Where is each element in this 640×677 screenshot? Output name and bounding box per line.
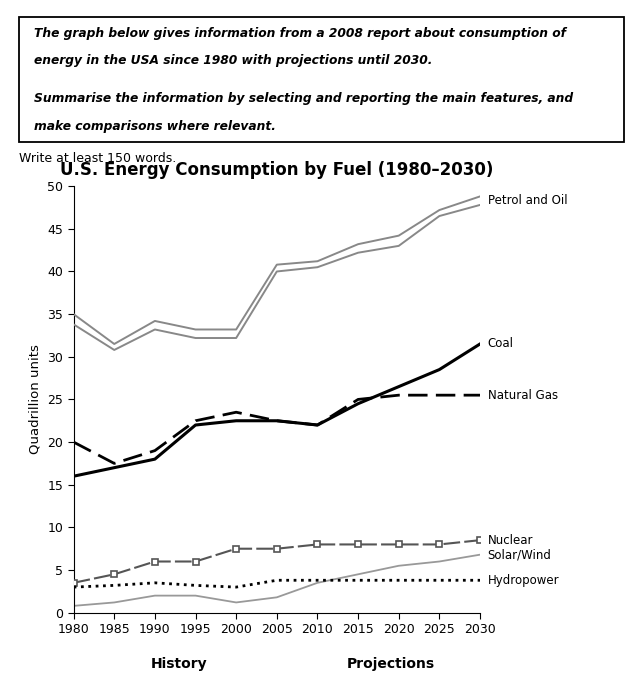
Text: Petrol and Oil: Petrol and Oil [488, 194, 567, 207]
Text: Nuclear: Nuclear [488, 533, 533, 547]
Y-axis label: Quadrillion units: Quadrillion units [29, 345, 42, 454]
Text: Hydropower: Hydropower [488, 574, 559, 587]
Text: energy in the USA since 1980 with projections until 2030.: energy in the USA since 1980 with projec… [35, 54, 433, 68]
Title: U.S. Energy Consumption by Fuel (1980–2030): U.S. Energy Consumption by Fuel (1980–20… [60, 161, 493, 179]
Text: Coal: Coal [488, 337, 514, 351]
Text: Write at least 150 words.: Write at least 150 words. [19, 152, 177, 165]
Text: Summarise the information by selecting and reporting the main features, and: Summarise the information by selecting a… [35, 92, 573, 105]
Text: The graph below gives information from a 2008 report about consumption of: The graph below gives information from a… [35, 27, 566, 40]
Text: History: History [151, 657, 207, 671]
FancyBboxPatch shape [19, 17, 624, 142]
Text: make comparisons where relevant.: make comparisons where relevant. [35, 120, 276, 133]
Text: Projections: Projections [346, 657, 435, 671]
Text: Solar/Wind: Solar/Wind [488, 548, 552, 561]
Text: Natural Gas: Natural Gas [488, 389, 558, 401]
